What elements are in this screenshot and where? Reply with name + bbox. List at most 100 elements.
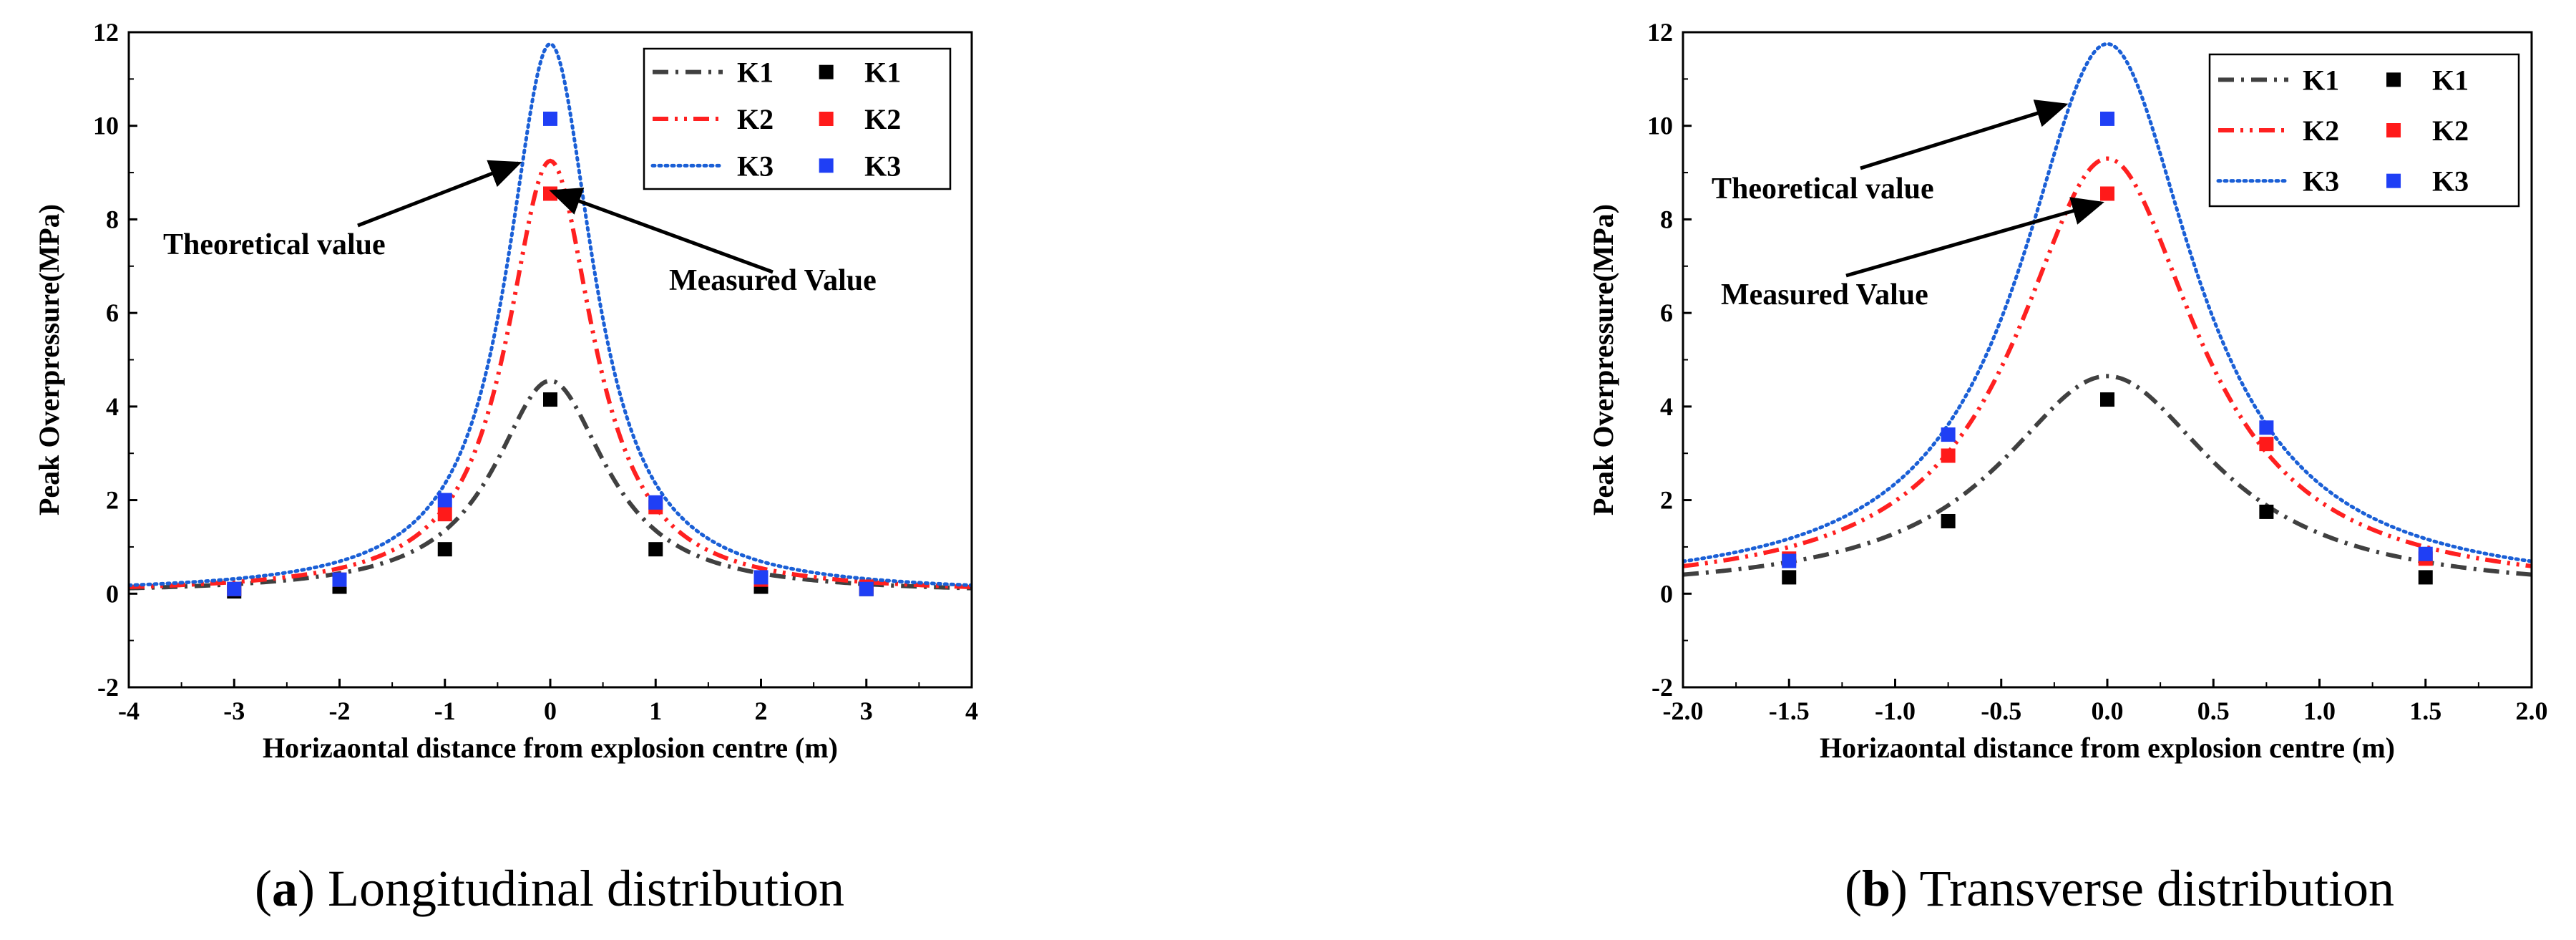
chart-b-legend-box <box>2208 53 2520 208</box>
chart-b-measured-point-k3 <box>1941 427 1956 442</box>
chart-b-x-tick-label: 0.0 <box>2092 697 2124 725</box>
chart-b-caption-text: ) Transverse distribution <box>1890 860 2394 917</box>
chart-a-y-axis-label: Peak Overpressure(MPa) <box>33 204 65 515</box>
chart-b-measured-point-k1 <box>2418 570 2433 585</box>
chart-a-x-tick-label: 0 <box>544 697 557 725</box>
chart-a-annotation-measured: Measured Value <box>669 264 877 297</box>
chart-b-theoretical-line-k3 <box>1683 42 2532 563</box>
chart-a-legend-label-marker-k1: K1 <box>864 57 901 89</box>
chart-a-x-tick-label: -4 <box>118 697 140 725</box>
chart-a-legend-marker-k2 <box>819 112 834 126</box>
chart-b-legend-label-marker-k1: K1 <box>2432 64 2469 96</box>
chart-a-caption-letter: a <box>272 860 298 917</box>
chart-b-measured-point-k3 <box>2100 111 2114 126</box>
chart-a-y-tick-label: 0 <box>106 579 119 608</box>
chart-a-y-tick-label: 8 <box>106 205 119 233</box>
chart-a-x-tick-label: -3 <box>223 697 245 725</box>
chart-a-y-tick-label: -2 <box>97 673 119 702</box>
chart-a-caption: (a) Longitudinal distribution <box>255 860 844 917</box>
chart-a-caption-text: ) Longitudinal distribution <box>298 860 844 917</box>
chart-b-annotation-arrow-theoretical <box>1860 100 2069 170</box>
chart-b-y-tick-label: 2 <box>1660 486 1673 515</box>
chart-a-measured-point-k1 <box>543 392 557 407</box>
chart-b-measured-point-k2 <box>2259 437 2274 452</box>
chart-a-legend-label-line-k2: K2 <box>737 103 774 135</box>
chart-a-y-tick-label: 4 <box>106 392 119 421</box>
chart-b-measured-point-k1 <box>2100 392 2114 407</box>
chart-b-measured-point-k1 <box>1782 570 1797 585</box>
chart-a-y-tick-label: 12 <box>93 18 119 47</box>
chart-b-x-tick-label: -0.5 <box>1981 697 2021 725</box>
chart-b-x-tick-label: 1.5 <box>2409 697 2441 725</box>
chart-b-annotation-arrow-measured <box>1845 197 2104 278</box>
chart-b-legend-marker-k1 <box>2386 72 2401 87</box>
chart-a-measured-point-k3 <box>543 111 557 126</box>
chart-a-measured-point-k3 <box>753 570 769 585</box>
chart-b-x-tick-label: 2.0 <box>2516 697 2548 725</box>
chart-a-theoretical-line-k3 <box>129 42 972 587</box>
chart-a-y-tick-label: 2 <box>106 486 119 515</box>
chart-a-caption-open: ( <box>255 860 272 917</box>
chart-b-theoretical-line-k2 <box>1683 156 2532 568</box>
chart-a-x-tick-label: 4 <box>965 697 978 725</box>
chart-b-x-tick-label: -1.5 <box>1769 697 1810 725</box>
chart-a-legend-label-marker-k3: K3 <box>864 150 901 182</box>
chart-a-annotation-arrow-theoretical <box>357 160 522 228</box>
chart-a-measured-point-k3 <box>332 572 347 587</box>
chart-b-x-tick-label: 0.5 <box>2197 697 2230 725</box>
chart-b-x-axis-label: Horizaontal distance from explosion cent… <box>1820 732 2395 764</box>
chart-b-legend-label-marker-k3: K3 <box>2432 165 2469 198</box>
chart-b-y-tick-label: 8 <box>1660 205 1673 233</box>
chart-b-legend-label-line-k3: K3 <box>2303 165 2339 198</box>
chart-b-measured-point-k2 <box>2100 186 2114 201</box>
chart-a-theoretical-line-k2 <box>129 158 972 589</box>
chart-b-legend-marker-k3 <box>2386 173 2401 188</box>
chart-a-annotation-theoretical: Theoretical value <box>163 228 386 261</box>
chart-b-caption: (b) Transverse distribution <box>1845 860 2394 917</box>
chart-a-theoretical-line-k1 <box>129 378 972 591</box>
chart-b-x-tick-label: -1.0 <box>1875 697 1916 725</box>
chart-b-y-tick-label: 0 <box>1660 579 1673 608</box>
chart-a-x-tick-label: 2 <box>755 697 768 725</box>
chart-a-measured-point-k3 <box>859 581 874 596</box>
chart-b-y-axis-label: Peak Overpressure(MPa) <box>1587 204 1619 515</box>
chart-b-caption-open: ( <box>1845 860 1862 917</box>
chart-b-measured-point-k3 <box>1782 553 1797 568</box>
chart-a-x-tick-label: 1 <box>649 697 662 725</box>
chart-a-measured-point-k3 <box>437 493 452 508</box>
chart-b-y-tick-label: 4 <box>1660 392 1673 421</box>
chart-b-caption-letter: b <box>1862 860 1890 917</box>
chart-b-annotation-measured: Measured Value <box>1721 278 1928 311</box>
chart-a-measured-point-k3 <box>227 581 242 596</box>
chart-b-group: -2.0 -1.5 -1.0 -0.5 0.0 0.5 1.0 1.5 2.0 -2 0 2 4 6 8 10… <box>1587 18 2548 917</box>
chart-a-legend-marker-k3 <box>819 158 834 173</box>
chart-a-x-axis-label: Horizaontal distance from explosion cent… <box>263 732 838 764</box>
chart-b-measured-point-k1 <box>1941 513 1956 528</box>
chart-a-legend-label-line-k1: K1 <box>737 57 774 89</box>
chart-a-legend-label-marker-k2: K2 <box>864 103 901 135</box>
chart-a-legend-box <box>643 47 952 190</box>
chart-a-y-tick-label: 6 <box>106 299 119 327</box>
chart-a-measured-point-k1 <box>648 542 663 557</box>
chart-b-measured-point-k2 <box>1941 448 1956 463</box>
chart-a-y-tick-label: 10 <box>93 112 119 140</box>
chart-b-legend-label-line-k1: K1 <box>2303 64 2339 96</box>
chart-a-measured-point-k1 <box>437 542 452 557</box>
chart-b-legend-label-marker-k2: K2 <box>2432 115 2469 147</box>
chart-a-legend-marker-k1 <box>819 64 834 79</box>
chart-b-legend-label-line-k2: K2 <box>2303 115 2339 147</box>
chart-a-legend-label-line-k3: K3 <box>737 150 774 182</box>
chart-a-x-tick-label: -1 <box>434 697 456 725</box>
chart-b-theoretical-line-k1 <box>1683 374 2532 577</box>
chart-b-measured-point-k1 <box>2259 504 2274 519</box>
chart-b-measured-point-k3 <box>2418 546 2433 561</box>
chart-a-annotation-arrow-measured <box>549 188 774 274</box>
chart-b-legend-marker-k2 <box>2386 123 2401 137</box>
chart-b-y-tick-label: 6 <box>1660 299 1673 327</box>
chart-b-y-tick-label: -2 <box>1652 673 1673 702</box>
chart-a-measured-point-k2 <box>437 507 452 522</box>
chart-b-x-tick-label: 1.0 <box>2303 697 2336 725</box>
chart-a-measured-point-k3 <box>648 495 663 510</box>
